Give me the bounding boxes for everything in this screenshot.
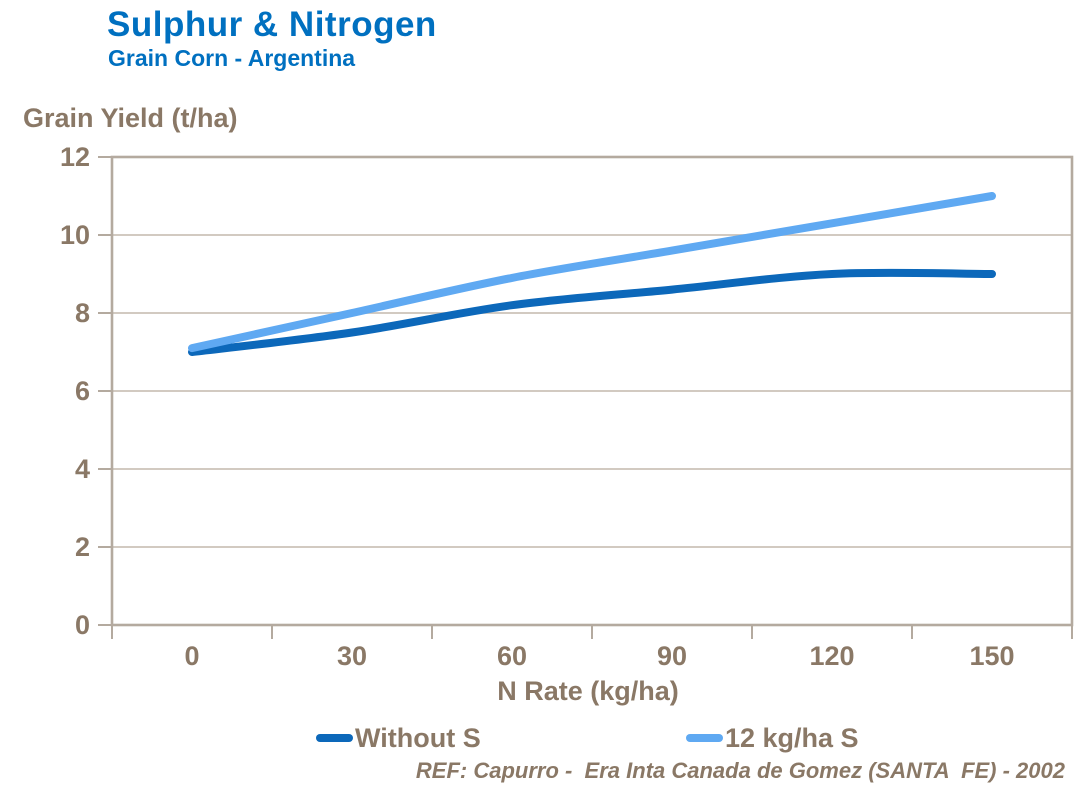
x-tick-label: 90 [656,641,688,671]
y-tick-label: 0 [74,610,90,640]
legend-item-without-s: Without S [316,723,481,753]
y-tick-label: 6 [74,376,90,406]
x-tick-label: 120 [809,641,855,671]
legend-line-swatch-dark-blue [316,734,353,742]
y-tick-label: 10 [59,220,90,250]
legend-label: Without S [355,723,481,753]
reference-citation: REF: Capurro - Era Inta Canada de Gomez … [415,758,1065,783]
y-tick-label: 2 [74,532,90,562]
y-tick-label: 12 [59,142,90,172]
series-line-12-kg-ha-s [188,192,996,353]
series-line-without-s [188,268,996,356]
legend-label: 12 kg/ha S [725,723,859,753]
legend-item-12kgha-s: 12 kg/ha S [686,723,859,753]
x-tick-label: 30 [336,641,368,671]
x-tick-label: 0 [184,641,200,671]
x-tick-label: 150 [969,641,1015,671]
y-tick-label: 4 [74,454,90,484]
chart-subtitle: Grain Corn - Argentina [108,45,356,71]
legend-line-swatch-light-blue [686,734,723,742]
x-tick-label: 60 [496,641,528,671]
y-axis-title: Grain Yield (t/ha) [23,103,238,133]
chart-title: Sulphur & Nitrogen [107,5,437,44]
x-axis-title: N Rate (kg/ha) [497,676,679,706]
y-tick-label: 8 [74,298,90,328]
